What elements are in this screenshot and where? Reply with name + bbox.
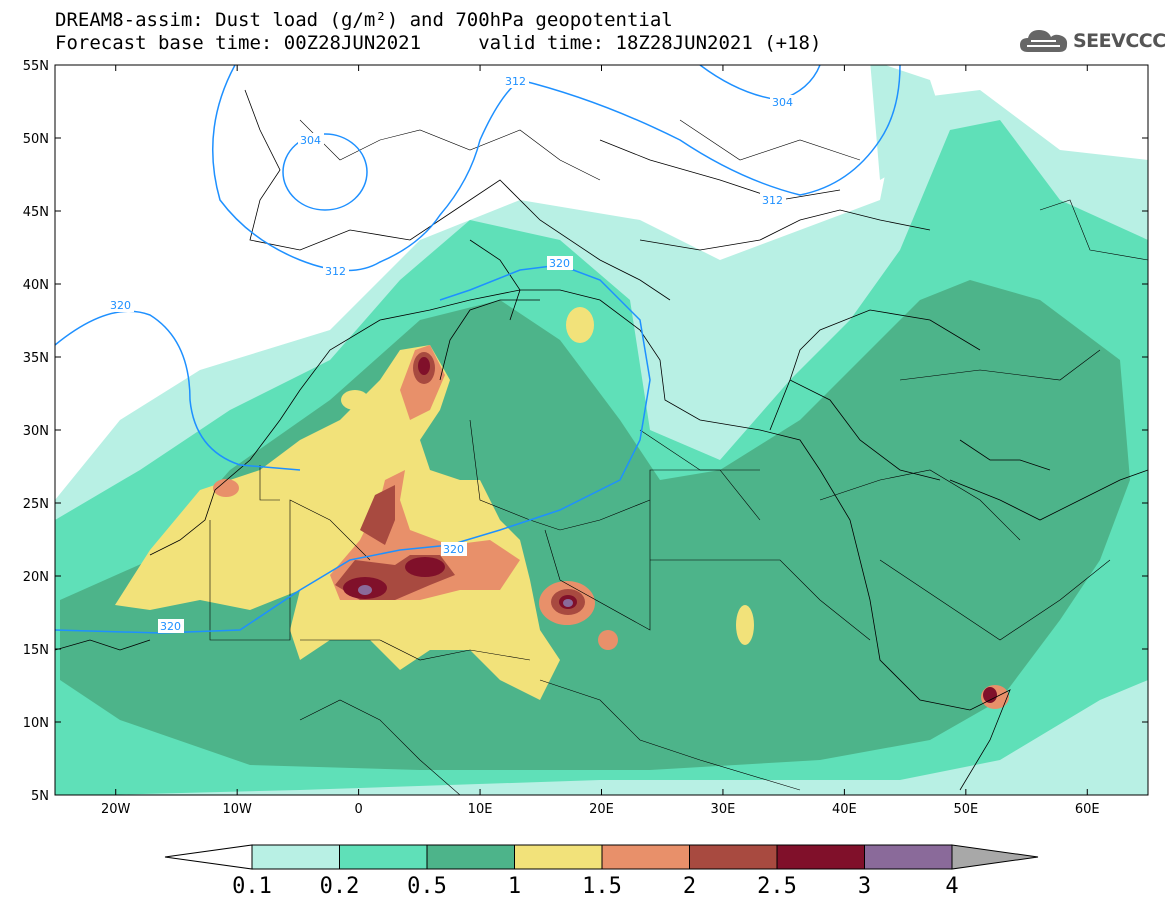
map-area: 312 304 312 304 312 320 320 320 320 <box>55 65 1148 795</box>
colorbar-box <box>514 844 603 870</box>
lon-label: 10E <box>468 802 493 817</box>
colorbar-low-arrow <box>164 844 253 870</box>
lat-label: 30N <box>23 424 49 439</box>
lat-label: 35N <box>23 351 49 366</box>
colorbar-box <box>601 844 690 870</box>
map-title: DREAM8-assim: Dust load (g/m²) and 700hP… <box>55 9 673 31</box>
contour-label: 320 <box>160 620 181 633</box>
lon-label: 50E <box>953 802 978 817</box>
contour-label: 312 <box>505 75 526 88</box>
colorbar-label: 0.5 <box>407 874 447 899</box>
lat-label: 50N <box>23 132 49 147</box>
colorbar-label: 1.5 <box>582 874 622 899</box>
logo-text: SEEVCCC <box>1073 30 1165 52</box>
lat-label: 5N <box>31 789 49 804</box>
colorbar: 0.1 0.2 0.5 1 1.5 2 2.5 3 4 <box>164 844 1039 899</box>
contour-label: 304 <box>772 96 793 109</box>
geopotential-contours <box>55 65 901 634</box>
dust-field-3 <box>358 585 573 607</box>
map-subtitle: Forecast base time: 00Z28JUN2021 valid t… <box>55 32 822 54</box>
lat-label: 45N <box>23 205 49 220</box>
contour-label: 320 <box>110 299 131 312</box>
contour-label: 312 <box>325 265 346 278</box>
dust-field-1 <box>115 307 754 700</box>
colorbar-label: 2.5 <box>757 874 797 899</box>
colorbar-high-arrow <box>951 844 1039 870</box>
lat-label: 55N <box>23 59 49 74</box>
colorbar-label: 2 <box>683 874 696 899</box>
lon-label: 60E <box>1075 802 1100 817</box>
colorbar-box <box>426 844 515 870</box>
contour-label: 320 <box>549 257 570 270</box>
colorbar-label: 1 <box>508 874 521 899</box>
latitude-axis: 55N 50N 45N 40N 35N 30N 25N 20N 15N 10N 5N <box>23 59 1148 804</box>
lat-label: 10N <box>23 716 49 731</box>
colorbar-box <box>864 844 953 870</box>
lon-label: 0 <box>354 802 362 817</box>
colorbar-box <box>251 844 340 870</box>
coastlines <box>55 89 1148 791</box>
colorbar-box <box>339 844 428 870</box>
contour-label: 312 <box>762 194 783 207</box>
colorbar-label: 3 <box>858 874 871 899</box>
lon-label: 20E <box>589 802 614 817</box>
lat-label: 40N <box>23 278 49 293</box>
colorbar-label: 0.2 <box>320 874 360 899</box>
lon-label: 30E <box>711 802 736 817</box>
contour-label: 320 <box>443 543 464 556</box>
colorbar-label: 4 <box>945 874 958 899</box>
lon-label: 40E <box>832 802 857 817</box>
dust-field-0.5 <box>60 280 1130 770</box>
contour-labels: 312 304 312 304 312 320 320 320 320 <box>108 74 796 633</box>
lat-label: 25N <box>23 497 49 512</box>
country-borders <box>209 119 1148 795</box>
colorbar-box <box>776 844 865 870</box>
lat-label: 20N <box>23 570 49 585</box>
colorbar-box <box>689 844 778 870</box>
lon-label: 10W <box>222 802 252 817</box>
cloud-icon <box>1020 30 1068 52</box>
lon-label: 20W <box>101 802 131 817</box>
lat-label: 15N <box>23 643 49 658</box>
colorbar-label: 0.1 <box>232 874 272 899</box>
longitude-axis: 20W 10W 0 10E 20E 30E 40E 50E 60E <box>101 65 1100 817</box>
seevccc-logo: SEEVCCC <box>1018 24 1165 58</box>
contour-label: 304 <box>300 134 321 147</box>
